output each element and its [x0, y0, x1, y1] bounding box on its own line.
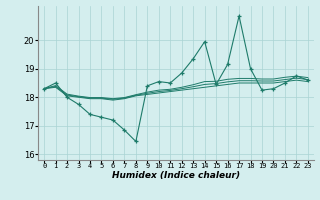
X-axis label: Humidex (Indice chaleur): Humidex (Indice chaleur)	[112, 171, 240, 180]
